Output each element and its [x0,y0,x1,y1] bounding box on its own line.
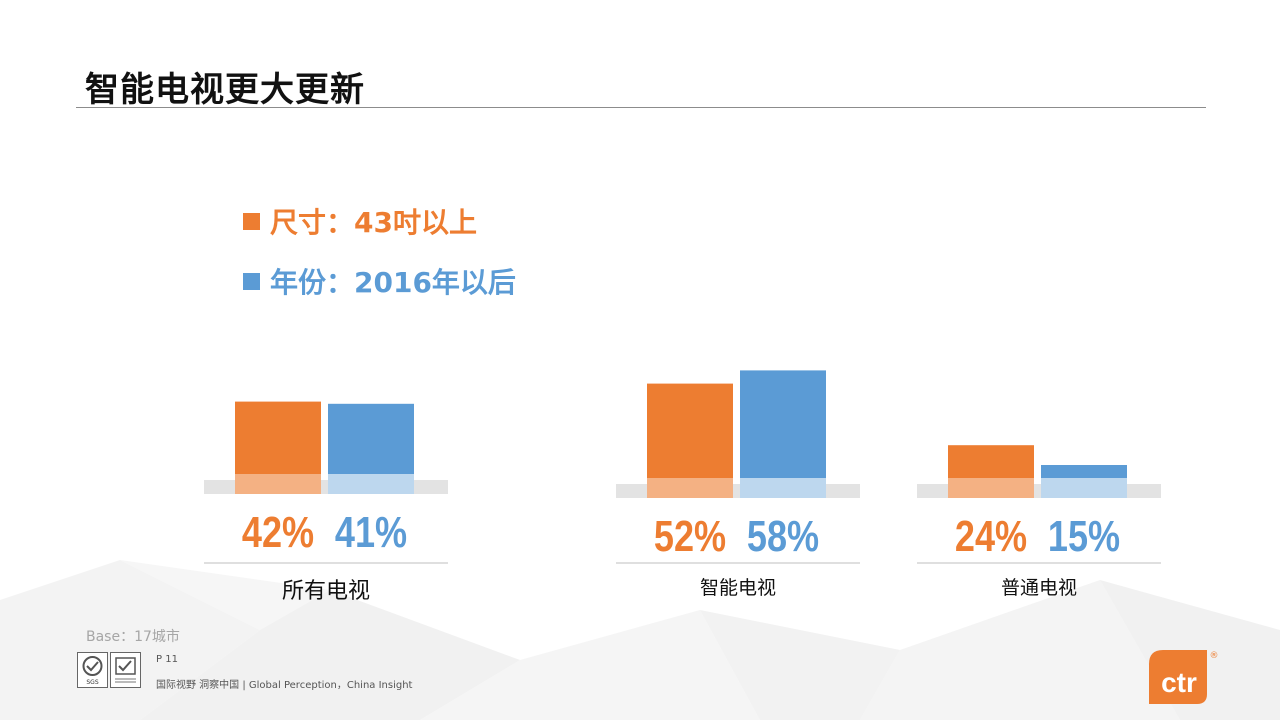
data-label: 15% [1048,512,1120,561]
category-label: 普通电视 [1001,577,1077,599]
bar [235,401,321,474]
page-title: 智能电视更大更新 [85,70,365,110]
legend-swatch-year [243,272,260,290]
legend-item-size: 尺寸：43吋以上 [243,203,477,239]
data-label: 24% [955,512,1027,561]
legend-item-year: 年份：2016年以后 [243,263,516,299]
footer-slogan: 国际视野 洞察中国 | Global Perception，China Insi… [156,680,413,691]
legend-swatch-size [243,212,260,230]
page-number: P 11 [156,654,178,665]
background-polygons [0,560,1280,720]
cert-badge-text: SGS [86,679,98,686]
bar-reflection [328,474,414,494]
title-divider [76,107,1206,108]
data-label: 42% [242,508,314,557]
bar [1041,465,1127,478]
category-label: 智能电视 [700,577,776,599]
ctr-logo-icon: ctr ® [1149,650,1219,704]
ctr-logo-text: ctr [1161,667,1197,698]
bar-reflection [235,474,321,494]
category-label: 所有电视 [282,579,370,604]
base-note: Base：17城市 [86,629,180,645]
data-label: 52% [654,512,726,561]
bar-reflection [1041,478,1127,498]
bar [948,445,1034,478]
legend-label-year: 年份：2016年以后 [270,266,516,299]
bar-reflection [647,478,733,498]
bar-reflection [740,478,826,498]
bar [647,383,733,478]
bar-reflection [948,478,1034,498]
bar [328,403,414,474]
data-label: 58% [747,512,819,561]
bar [740,370,826,478]
registered-mark: ® [1210,651,1219,661]
legend-label-size: 尺寸：43吋以上 [270,206,477,239]
data-label: 41% [335,508,407,557]
certification-badge-icon: SGS [77,652,141,688]
